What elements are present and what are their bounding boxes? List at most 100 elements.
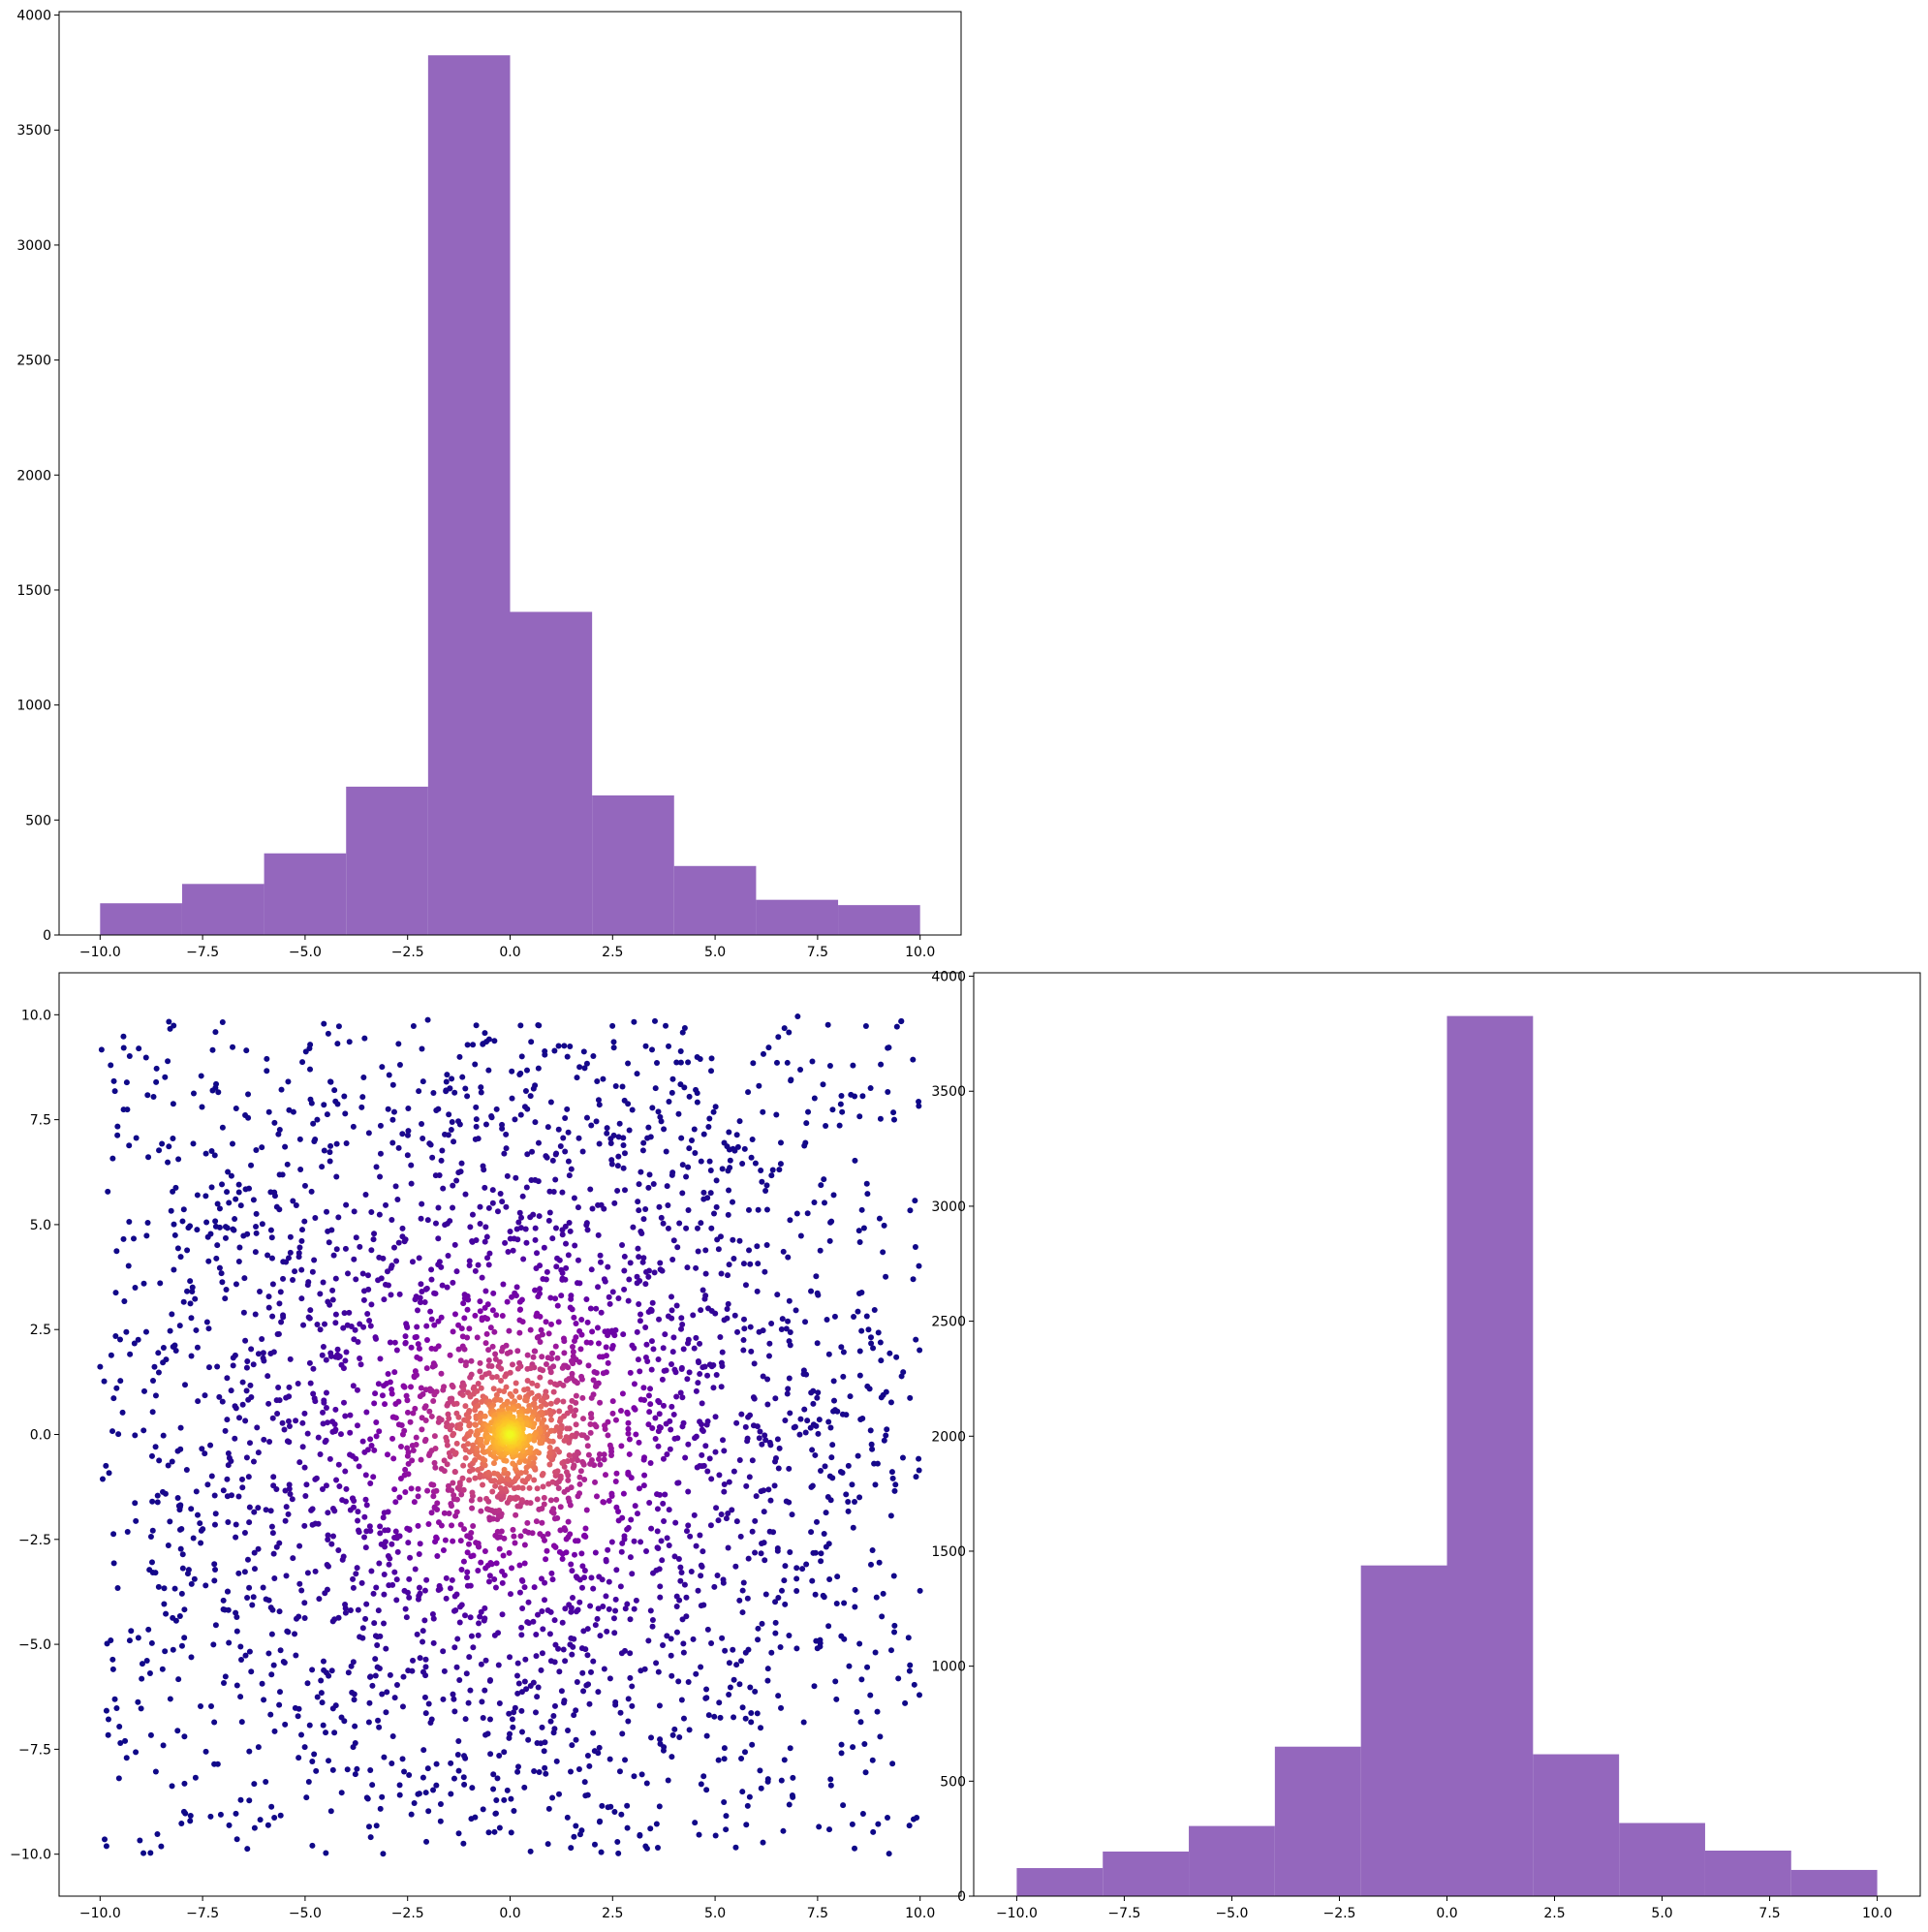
scatter-point [475, 1540, 482, 1546]
scatter-point [269, 1281, 276, 1288]
scatter-point [601, 1451, 607, 1458]
scatter-point [869, 1546, 876, 1553]
scatter-point [625, 1419, 632, 1426]
scatter-point [466, 1258, 473, 1264]
scatter-point [423, 1323, 430, 1329]
scatter-point [418, 1456, 424, 1463]
scatter-point [373, 1164, 380, 1170]
scatter-point [891, 1622, 898, 1629]
scatter-point [698, 1781, 704, 1788]
scatter-point [756, 1328, 762, 1335]
scatter-point [522, 1226, 529, 1232]
scatter-point [383, 1709, 389, 1716]
scatter-point [703, 1732, 710, 1739]
scatter-point [575, 1257, 581, 1263]
scatter-point [761, 1509, 767, 1515]
scatter-point [325, 1419, 331, 1426]
scatter-point [420, 1628, 426, 1635]
scatter-point [211, 1492, 218, 1499]
hist-right-bar [1704, 1851, 1791, 1896]
scatter-point [579, 1394, 586, 1401]
scatter-point [534, 1496, 541, 1503]
scatter-point [781, 1757, 788, 1763]
scatter-point [411, 1800, 418, 1807]
scatter-point [385, 1106, 391, 1112]
scatter-point [596, 1102, 603, 1108]
scatter-point [576, 1599, 583, 1605]
scatter-point [538, 1403, 544, 1410]
scatter-point [382, 1539, 389, 1545]
scatter-point [451, 1241, 458, 1248]
scatter-point [194, 1192, 201, 1199]
scatter-point [386, 1072, 392, 1078]
scatter-point [110, 1395, 117, 1402]
scatter-point [583, 1060, 590, 1067]
scatter-point [546, 1449, 553, 1456]
scatter-point [677, 1389, 684, 1396]
scatter-point [597, 1252, 604, 1259]
scatter-point [563, 1264, 570, 1271]
scatter-point [329, 1287, 336, 1293]
scatter-point [207, 1231, 214, 1237]
scatter-point [624, 1526, 631, 1533]
scatter-point [599, 1802, 606, 1809]
scatter-point [691, 1345, 698, 1352]
scatter-point [592, 1549, 599, 1556]
scatter-point [637, 1396, 644, 1403]
scatter-point [346, 1309, 353, 1316]
scatter-point [746, 1474, 753, 1480]
scatter-point [362, 1496, 369, 1503]
scatter-point [431, 1459, 438, 1466]
scatter-point [561, 1437, 568, 1444]
scatter-point [535, 1139, 542, 1146]
scatter-point [327, 1808, 334, 1815]
scatter-point [323, 1437, 329, 1444]
scatter-point [110, 1560, 117, 1567]
scatter-point [261, 1436, 267, 1443]
scatter-point [745, 1555, 752, 1562]
scatter-point [791, 1424, 797, 1431]
scatter-point [771, 1458, 778, 1465]
scatter-point [459, 1074, 466, 1080]
scatter-point [287, 1249, 294, 1256]
scatter-point [209, 1087, 216, 1094]
scatter-point [547, 1400, 554, 1407]
scatter-point [566, 1172, 573, 1179]
scatter-point [513, 1380, 519, 1387]
scatter-point [827, 1219, 834, 1226]
scatter-point [741, 1749, 748, 1756]
scatter-point [538, 1667, 544, 1673]
scatter-point [502, 1373, 509, 1380]
scatter-point [131, 1340, 138, 1347]
scatter-point [541, 1494, 547, 1501]
scatter-point [522, 1088, 529, 1095]
scatter-point [296, 1136, 303, 1142]
scatter-point [571, 1195, 577, 1201]
scatter-point [906, 1823, 913, 1829]
scatter-point [277, 1647, 284, 1654]
hist-top-x-tick-label: 7.5 [807, 945, 828, 960]
scatter-point [249, 1602, 256, 1608]
scatter-point [606, 1756, 613, 1762]
scatter-point [670, 1334, 677, 1341]
scatter-point [618, 1811, 625, 1818]
scatter-point [462, 1716, 469, 1723]
scatter-point [381, 1754, 388, 1761]
scatter-point [318, 1677, 325, 1684]
scatter-point [855, 1291, 862, 1297]
scatter-point [475, 1380, 482, 1387]
scatter-point [782, 1563, 789, 1570]
scatter-point [776, 1445, 783, 1451]
scatter-point [583, 1295, 590, 1302]
top-histogram-panel: −10.0 −7.5 −5.0 −2.5 0.0 2.5 5.0 7.5 10.00500100… [16, 9, 962, 960]
scatter-point [694, 1225, 700, 1231]
scatter-point [418, 1385, 424, 1391]
scatter-point [565, 1495, 572, 1502]
scatter-point [890, 1116, 897, 1123]
scatter-point [181, 1780, 188, 1787]
scatter-point [584, 1319, 591, 1325]
scatter-point [869, 1757, 876, 1763]
scatter-point [650, 1570, 657, 1576]
scatter-point [499, 1568, 506, 1574]
scatter-point [616, 1768, 623, 1775]
